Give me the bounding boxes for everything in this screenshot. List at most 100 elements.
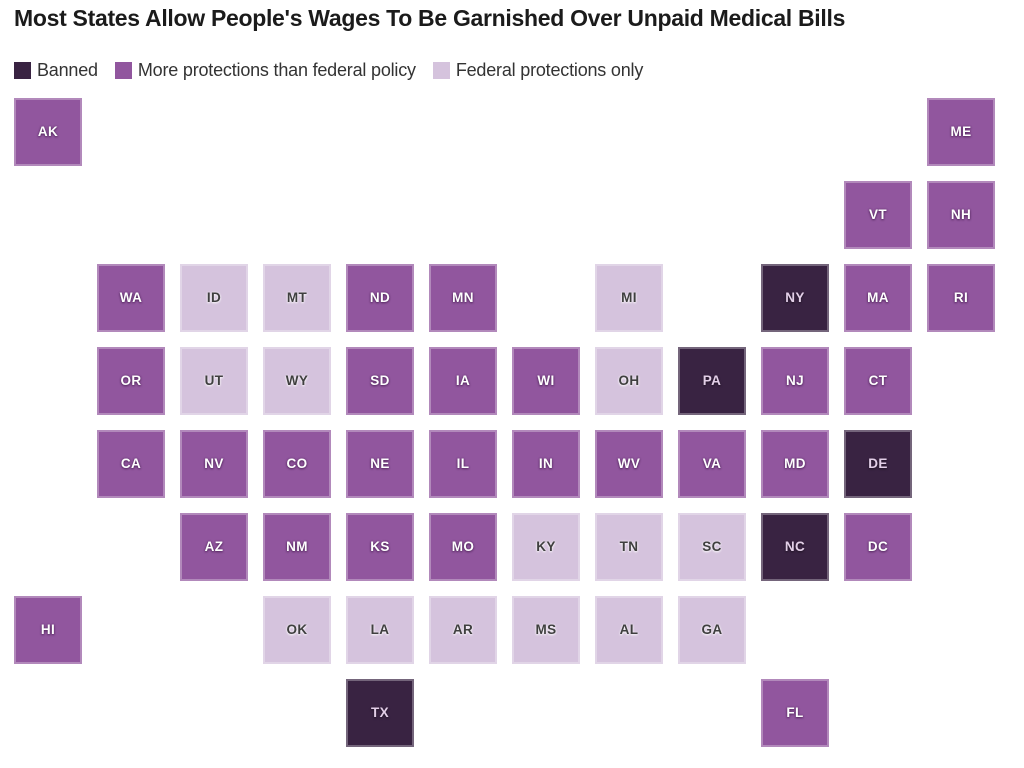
state-tile-label: DC (867, 539, 889, 555)
legend-swatch-more-protections-icon (114, 62, 132, 79)
state-tile-la: LA (346, 596, 414, 664)
legend-item-more-protections: More protections than federal policy (114, 60, 416, 81)
state-tile-tx: TX (346, 679, 414, 747)
state-tile-label: NC (784, 539, 806, 555)
state-tile-label: AL (619, 622, 639, 638)
state-tile-label: TN (619, 539, 639, 555)
state-tile-label: DE (868, 456, 888, 472)
state-tile-pa: PA (678, 347, 746, 415)
state-tile-label: MT (286, 290, 308, 306)
state-tile-ky: KY (512, 513, 580, 581)
state-tile-nm: NM (263, 513, 331, 581)
state-tile-ga: GA (678, 596, 746, 664)
state-tile-label: NM (286, 539, 308, 555)
state-tile-id: ID (180, 264, 248, 332)
state-tile-label: OK (286, 622, 308, 638)
state-tile-mo: MO (429, 513, 497, 581)
state-tile-me: ME (927, 98, 995, 166)
state-tile-label: MS (535, 622, 557, 638)
state-tile-ny: NY (761, 264, 829, 332)
legend-label-federal-only: Federal protections only (455, 60, 644, 80)
state-tile-in: IN (512, 430, 580, 498)
state-tile-label: TX (370, 705, 390, 721)
state-tile-label: MN (452, 290, 474, 306)
state-tile-ks: KS (346, 513, 414, 581)
state-tile-label: NE (370, 456, 390, 472)
state-tile-label: VT (868, 207, 888, 223)
state-tile-co: CO (263, 430, 331, 498)
state-tile-label: MD (784, 456, 806, 472)
state-tile-nd: ND (346, 264, 414, 332)
state-tile-label: AR (452, 622, 474, 638)
state-tile-label: MO (451, 539, 475, 555)
state-tile-tn: TN (595, 513, 663, 581)
state-tile-label: UT (204, 373, 224, 389)
state-tile-label: IL (456, 456, 470, 472)
state-tile-sc: SC (678, 513, 746, 581)
state-tile-label: WV (617, 456, 641, 472)
state-tile-ne: NE (346, 430, 414, 498)
state-tile-label: AK (37, 124, 59, 140)
state-tile-label: VA (702, 456, 722, 472)
state-tile-mi: MI (595, 264, 663, 332)
state-tile-nv: NV (180, 430, 248, 498)
state-tile-label: OH (618, 373, 640, 389)
state-tile-label: HI (40, 622, 56, 638)
state-tile-label: SD (370, 373, 390, 389)
state-tile-wv: WV (595, 430, 663, 498)
state-tile-label: ND (369, 290, 391, 306)
page-title: Most States Allow People's Wages To Be G… (14, 5, 846, 31)
state-tile-az: AZ (180, 513, 248, 581)
state-tile-ia: IA (429, 347, 497, 415)
legend-label-more-protections: More protections than federal policy (137, 60, 416, 80)
state-tile-sd: SD (346, 347, 414, 415)
state-tile-label: WI (537, 373, 555, 389)
state-tile-wa: WA (97, 264, 165, 332)
state-tile-label: CA (120, 456, 142, 472)
legend-swatch-federal-only-icon (432, 62, 450, 79)
state-tile-mn: MN (429, 264, 497, 332)
state-tile-hi: HI (14, 596, 82, 664)
state-tile-label: KY (536, 539, 556, 555)
state-tile-ar: AR (429, 596, 497, 664)
state-tile-label: KS (370, 539, 390, 555)
state-tile-label: FL (786, 705, 804, 721)
state-tile-il: IL (429, 430, 497, 498)
state-tile-label: NV (204, 456, 224, 472)
state-tile-fl: FL (761, 679, 829, 747)
legend: Banned More protections than federal pol… (14, 60, 660, 81)
state-tile-ok: OK (263, 596, 331, 664)
state-tile-label: LA (370, 622, 390, 638)
state-tile-oh: OH (595, 347, 663, 415)
state-tile-label: CT (868, 373, 888, 389)
state-tile-ms: MS (512, 596, 580, 664)
state-tile-ct: CT (844, 347, 912, 415)
state-tile-label: OR (120, 373, 142, 389)
state-tile-nh: NH (927, 181, 995, 249)
state-tile-ut: UT (180, 347, 248, 415)
state-tile-label: NY (785, 290, 805, 306)
state-tile-ri: RI (927, 264, 995, 332)
state-tile-ca: CA (97, 430, 165, 498)
state-tile-wy: WY (263, 347, 331, 415)
state-tile-de: DE (844, 430, 912, 498)
state-tile-vt: VT (844, 181, 912, 249)
state-tile-ma: MA (844, 264, 912, 332)
state-tile-al: AL (595, 596, 663, 664)
state-tile-md: MD (761, 430, 829, 498)
state-tile-va: VA (678, 430, 746, 498)
state-tile-label: NH (950, 207, 972, 223)
legend-swatch-banned-icon (14, 62, 31, 79)
state-tile-label: IN (538, 456, 554, 472)
state-tile-mt: MT (263, 264, 331, 332)
state-tile-label: IA (455, 373, 471, 389)
state-tile-label: MI (621, 290, 637, 306)
state-tile-nj: NJ (761, 347, 829, 415)
state-tile-or: OR (97, 347, 165, 415)
legend-item-banned: Banned (14, 60, 98, 81)
state-tile-nc: NC (761, 513, 829, 581)
state-tile-label: WY (285, 373, 309, 389)
state-tile-label: ME (950, 124, 972, 140)
state-tile-label: ID (206, 290, 222, 306)
state-tile-label: NJ (785, 373, 805, 389)
